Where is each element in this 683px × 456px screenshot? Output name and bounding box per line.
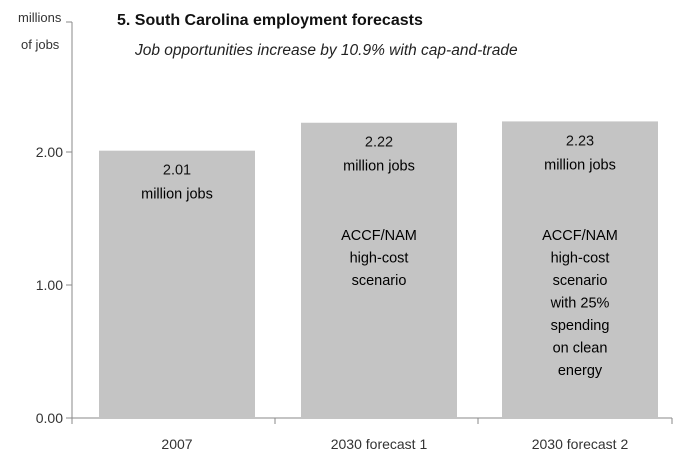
bar-description-line: ACCF/NAM bbox=[341, 228, 417, 244]
bar-unit-label: million jobs bbox=[544, 157, 616, 173]
chart-title: 5. South Carolina employment forecasts bbox=[117, 12, 423, 29]
bar-description-line: on clean bbox=[553, 341, 608, 357]
bar-value-label: 2.01 bbox=[163, 163, 191, 179]
x-category-label: 2030 forecast 2 bbox=[532, 436, 629, 452]
bar-value-label: 2.22 bbox=[365, 135, 393, 151]
y-axis-label-line-1: millions bbox=[18, 10, 62, 25]
bar bbox=[301, 122, 457, 419]
chart-subtitle: Job opportunities increase by 10.9% with… bbox=[134, 42, 518, 59]
y-axis-label-line-2: of jobs bbox=[21, 37, 60, 52]
x-category-label: 2007 bbox=[161, 436, 192, 452]
y-tick-label: 1.00 bbox=[36, 277, 63, 293]
bar-description-line: high-cost bbox=[551, 251, 610, 267]
x-category-label: 2030 forecast 1 bbox=[331, 436, 428, 452]
bar-description-line: ACCF/NAM bbox=[542, 228, 618, 244]
bar-description-line: energy bbox=[558, 363, 603, 379]
bar-description-line: with 25% bbox=[550, 296, 610, 312]
bar-value-label: 2.23 bbox=[566, 133, 594, 149]
bar-unit-label: million jobs bbox=[343, 159, 415, 175]
bar-description-line: high-cost bbox=[350, 251, 409, 267]
bar bbox=[502, 121, 658, 418]
bar-description-line: scenario bbox=[352, 273, 407, 289]
y-tick-label: 2.00 bbox=[36, 144, 63, 160]
bar bbox=[99, 150, 255, 419]
bar-unit-label: million jobs bbox=[141, 187, 213, 203]
bar-description-line: scenario bbox=[553, 273, 608, 289]
bar-labels: 2.01 million jobs 2007 2.22 million jobs ACCF… bbox=[141, 133, 628, 452]
bar-description-line: spending bbox=[551, 318, 610, 334]
bars bbox=[99, 121, 658, 419]
y-tick-label: 0.00 bbox=[36, 410, 63, 426]
